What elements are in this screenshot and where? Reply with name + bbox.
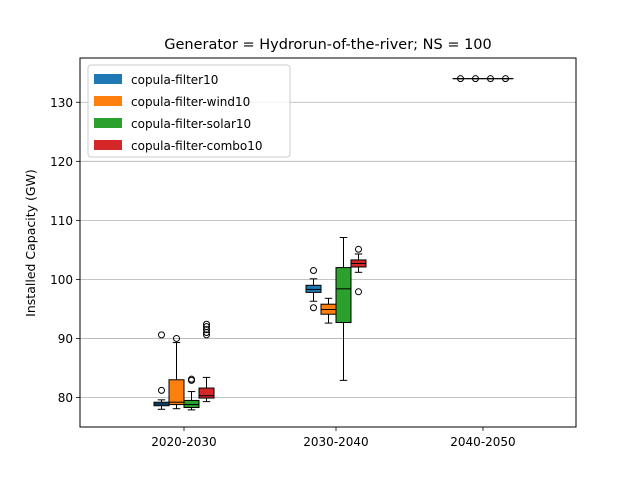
box-copula-filter-combo10-2040-2050 [497,75,514,83]
y-tick-label: 120 [50,155,73,169]
y-tick-label: 100 [50,273,73,287]
legend: copula-filter10 copula-filter-wind10 copul… [87,64,291,158]
legend-label: copula-filter-solar10 [131,117,251,131]
legend-label: copula-filter10 [131,73,218,87]
outlier-point [203,323,210,331]
x-tick-label: 2020-2030 [151,435,216,449]
outlier-point [310,267,317,275]
box-copula-filter-solar10-2040-2050 [482,75,499,83]
legend-swatch [94,96,122,106]
y-tick-label: 80 [58,391,73,405]
box-copula-filter-solar10-2020-2030 [183,375,200,411]
legend-swatch [94,140,122,150]
box-body [183,399,200,409]
box-copula-filter10-2030-2040 [305,267,322,312]
outlier-point [355,245,362,253]
plot-frame [79,57,577,428]
legend-label: copula-filter-wind10 [131,95,250,109]
outlier-point [203,331,210,339]
box-copula-filter-solar10-2030-2040 [335,236,352,381]
outlier-point [457,75,464,83]
legend-swatch [94,74,122,84]
box-copula-filter-combo10-2020-2030 [198,320,215,403]
chart-title: Generator = Hydrorun-of-the-river; NS = … [164,37,492,53]
outlier-point [158,331,165,339]
x-axis: 2020-2030 2030-2040 2040-2050 [151,427,516,449]
outlier-point [173,334,180,342]
box-body [335,267,352,323]
outlier-point [487,75,494,83]
legend-label: copula-filter-combo10 [131,139,263,153]
outlier-point [472,75,479,83]
outlier-point [203,320,210,328]
x-tick-label: 2040-2050 [450,435,515,449]
y-tick-label: 110 [50,214,73,228]
legend-frame [87,64,291,158]
box-body [168,379,185,406]
outlier-point [203,326,210,334]
grid-lines [80,101,576,398]
box-copula-filter-combo10-2030-2040 [350,245,367,296]
outlier-point [158,386,165,394]
y-tick-label: 90 [58,332,73,346]
y-axis-label: Installed Capacity (GW) [23,169,38,317]
y-tick-label: 130 [50,96,73,110]
box-copula-filter-wind10-2020-2030 [168,334,185,410]
box-body [305,284,322,293]
x-tick-label: 2030-2040 [303,435,368,449]
box-body [198,387,215,399]
outlier-point [188,375,195,383]
legend-swatch [94,118,122,128]
outlier-point [502,75,509,83]
plot-area [153,75,514,411]
outlier-point [355,288,362,296]
outlier-point [310,304,317,312]
y-axis: 80 90 100 110 120 130 [50,96,80,405]
